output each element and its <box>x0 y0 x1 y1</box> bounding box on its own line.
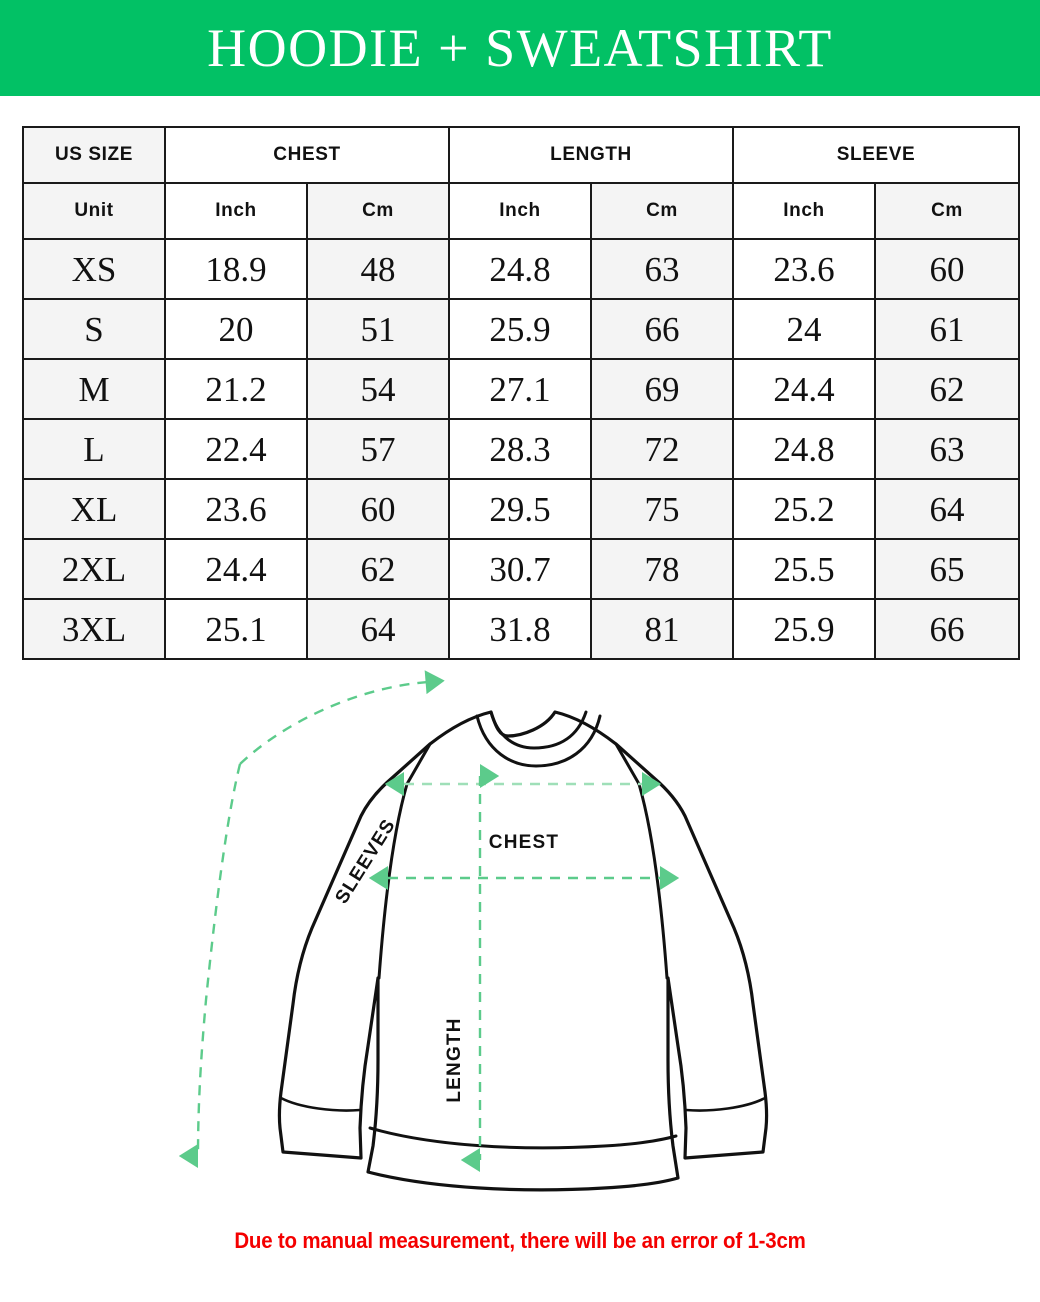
column-subheader-unit: Unit <box>22 182 166 240</box>
cell-length-inch: 29.5 <box>448 478 592 540</box>
cell-chest-inch: 20 <box>164 298 308 360</box>
cell-chest-inch: 24.4 <box>164 538 308 600</box>
cell-sleeve-cm: 65 <box>873 538 1021 600</box>
cell-chest-cm: 48 <box>306 238 450 300</box>
measurement-disclaimer: Due to manual measurement, there will be… <box>234 1228 806 1253</box>
size-chart-table-container: US SIZE CHEST LENGTH SLEEVE Unit Inch Cm… <box>22 126 1021 660</box>
table-group-header-row: US SIZE CHEST LENGTH SLEEVE <box>22 126 1021 184</box>
cell-size: 2XL <box>22 538 166 600</box>
cell-sleeve-cm: 64 <box>873 478 1021 540</box>
cell-sleeve-cm: 63 <box>873 418 1021 480</box>
column-subheader-chest-inch: Inch <box>164 182 308 240</box>
column-subheader-length-cm: Cm <box>590 182 734 240</box>
column-subheader-chest-cm: Cm <box>306 182 450 240</box>
measurement-guides <box>178 670 680 1172</box>
cell-length-cm: 66 <box>590 298 734 360</box>
column-header-chest: CHEST <box>164 126 450 184</box>
cell-length-cm: 78 <box>590 538 734 600</box>
cell-chest-inch: 21.2 <box>164 358 308 420</box>
cell-size: 3XL <box>22 598 166 660</box>
cell-length-inch: 24.8 <box>448 238 592 300</box>
cell-sleeve-cm: 66 <box>873 598 1021 660</box>
cell-chest-cm: 54 <box>306 358 450 420</box>
column-subheader-sleeve-cm: Cm <box>873 182 1021 240</box>
cell-sleeve-inch: 25.9 <box>732 598 876 660</box>
table-row: 3XL 25.1 64 31.8 81 25.9 66 <box>22 598 1021 660</box>
cell-chest-cm: 62 <box>306 538 450 600</box>
cell-length-inch: 28.3 <box>448 418 592 480</box>
cell-chest-inch: 22.4 <box>164 418 308 480</box>
cell-sleeve-inch: 25.2 <box>732 478 876 540</box>
cell-sleeve-inch: 24 <box>732 298 876 360</box>
cell-size: M <box>22 358 166 420</box>
garment-measurement-diagram: SLEEVES SLEEVES CHEST LENGTH <box>0 660 1040 1220</box>
cell-length-inch: 31.8 <box>448 598 592 660</box>
sweatshirt-outline-illustration <box>277 710 769 1192</box>
table-row: S 20 51 25.9 66 24 61 <box>22 298 1021 360</box>
cell-length-cm: 63 <box>590 238 734 300</box>
cell-chest-cm: 60 <box>306 478 450 540</box>
cell-size: XL <box>22 478 166 540</box>
page-title: HOODIE + SWEATSHIRT <box>207 18 833 78</box>
cell-chest-cm: 57 <box>306 418 450 480</box>
cell-chest-inch: 23.6 <box>164 478 308 540</box>
cell-sleeve-inch: 25.5 <box>732 538 876 600</box>
cell-length-inch: 27.1 <box>448 358 592 420</box>
cell-size: XS <box>22 238 166 300</box>
cell-sleeve-cm: 60 <box>873 238 1021 300</box>
cell-sleeve-inch: 24.4 <box>732 358 876 420</box>
cell-length-cm: 75 <box>590 478 734 540</box>
cell-chest-inch: 25.1 <box>164 598 308 660</box>
sleeve-measure-line <box>239 670 445 765</box>
cell-sleeve-cm: 61 <box>873 298 1021 360</box>
cell-length-cm: 81 <box>590 598 734 660</box>
cell-chest-cm: 64 <box>306 598 450 660</box>
column-header-length: LENGTH <box>448 126 734 184</box>
column-subheader-sleeve-inch: Inch <box>732 182 876 240</box>
cell-length-inch: 30.7 <box>448 538 592 600</box>
header-banner: HOODIE + SWEATSHIRT <box>0 0 1040 96</box>
cell-length-cm: 72 <box>590 418 734 480</box>
table-row: L 22.4 57 28.3 72 24.8 63 <box>22 418 1021 480</box>
column-header-us-size: US SIZE <box>22 126 166 184</box>
cell-length-inch: 25.9 <box>448 298 592 360</box>
cell-size: L <box>22 418 166 480</box>
size-chart-table: US SIZE CHEST LENGTH SLEEVE Unit Inch Cm… <box>22 126 1021 660</box>
column-header-sleeve: SLEEVE <box>731 126 1021 184</box>
table-row: XS 18.9 48 24.8 63 23.6 60 <box>22 238 1021 300</box>
cell-length-cm: 69 <box>590 358 734 420</box>
chest-label: CHEST <box>489 832 559 853</box>
table-row: XL 23.6 60 29.5 75 25.2 64 <box>22 478 1021 540</box>
cell-chest-cm: 51 <box>306 298 450 360</box>
table-sub-header-row: Unit Inch Cm Inch Cm Inch Cm <box>22 182 1021 240</box>
column-subheader-length-inch: Inch <box>448 182 592 240</box>
cell-size: S <box>22 298 166 360</box>
table-row: M 21.2 54 27.1 69 24.4 62 <box>22 358 1021 420</box>
cell-sleeve-inch: 23.6 <box>732 238 876 300</box>
cell-sleeve-cm: 62 <box>873 358 1021 420</box>
table-row: 2XL 24.4 62 30.7 78 25.5 65 <box>22 538 1021 600</box>
cell-sleeve-inch: 24.8 <box>732 418 876 480</box>
length-label: LENGTH <box>444 1017 465 1102</box>
cell-chest-inch: 18.9 <box>164 238 308 300</box>
